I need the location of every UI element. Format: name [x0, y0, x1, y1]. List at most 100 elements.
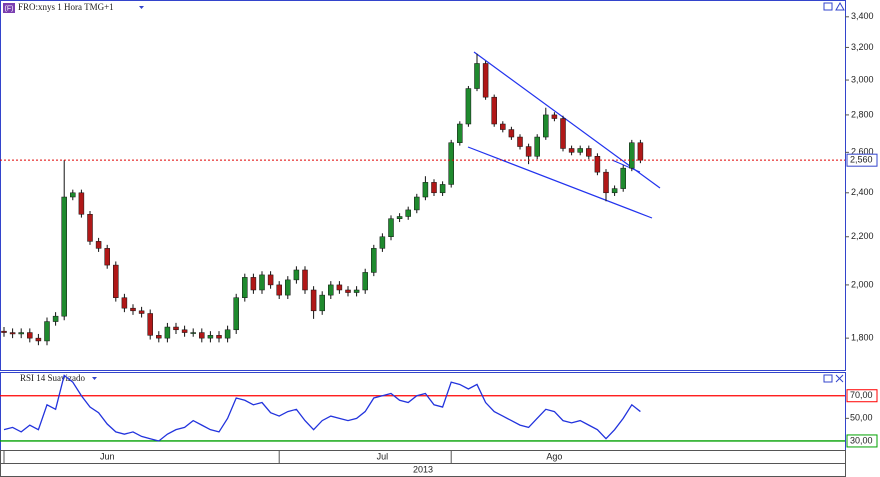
candle-body [276, 284, 282, 296]
level-box [846, 389, 878, 403]
candle-body [113, 264, 119, 298]
candle-body [345, 289, 351, 293]
badge-box [3, 3, 15, 13]
candle-body [61, 196, 67, 317]
candle-body [138, 310, 145, 314]
candle-body [242, 277, 248, 298]
candle-body [422, 182, 429, 198]
y-tick-label: 50,00 [850, 413, 873, 423]
level-box [846, 434, 878, 448]
trend-line [467, 146, 653, 219]
candle-body [594, 155, 601, 173]
candle-body [371, 248, 377, 273]
candle-body [568, 148, 575, 153]
candle-body [551, 114, 558, 119]
maximize-button[interactable] [823, 374, 833, 383]
rsi-title: RSI 14 Suavizado [20, 373, 85, 383]
candle-body [285, 279, 291, 296]
y-tick-label: 3,200 [851, 42, 874, 52]
y-tick-label: 2,200 [851, 231, 874, 241]
close-button[interactable] [835, 374, 844, 383]
candle-body [448, 142, 454, 185]
candle-body [95, 241, 102, 249]
candle-body [457, 123, 463, 143]
candle-body [44, 321, 50, 342]
y-tick-label: 2,000 [851, 279, 874, 289]
candle-body [1, 330, 7, 333]
candle-body [319, 294, 325, 312]
candle-body [9, 332, 16, 335]
candle-body [560, 118, 566, 149]
candle-body [405, 209, 411, 217]
candle-body [431, 182, 437, 194]
collapse-button[interactable] [835, 1, 845, 11]
candle-body [611, 188, 618, 194]
candle-body [78, 192, 85, 215]
candle-body [508, 129, 515, 138]
badge: (F) [5, 5, 14, 12]
candle-body [199, 332, 205, 339]
x-tick-label: Ago [546, 451, 562, 461]
candle-body [216, 335, 222, 339]
candle-body [250, 277, 257, 291]
y-tick-label: 3,400 [851, 11, 874, 21]
candle-body [173, 326, 179, 331]
last-price-box [846, 153, 878, 167]
candle-body [147, 313, 153, 336]
candle-body [491, 96, 497, 125]
candle-body [18, 332, 24, 335]
candle-body [603, 171, 609, 194]
candle-body [525, 146, 532, 157]
candle-body [336, 284, 343, 291]
candle-body [121, 297, 128, 309]
dropdown[interactable] [92, 377, 97, 380]
candle-body [637, 142, 644, 161]
candle-body [302, 269, 308, 291]
x-tick-label: Jul [377, 451, 389, 461]
candle-body [207, 335, 214, 339]
y-tick-label: 1,800 [851, 333, 874, 343]
candle-body [164, 326, 171, 339]
candle-body [534, 136, 540, 157]
candle-body [362, 272, 368, 291]
dropdown[interactable] [139, 6, 144, 9]
candle-body [439, 184, 446, 194]
candle-body [267, 274, 274, 286]
candle-body [130, 307, 136, 312]
candle-body [87, 214, 93, 242]
candle-body [181, 329, 188, 333]
candle-body [310, 289, 317, 312]
candle-body [35, 337, 42, 342]
y-tick-label: 70,00 [850, 390, 873, 400]
candle-body [517, 136, 523, 147]
candle-body [353, 289, 360, 293]
y-tick-label: 30,00 [850, 435, 873, 445]
candle-body [379, 236, 386, 249]
candle-body [293, 269, 300, 281]
candle-body [104, 248, 110, 266]
candle-body [388, 218, 394, 238]
candle-body [474, 63, 480, 89]
x-axis-label: 2013 [413, 464, 433, 474]
candle-body [233, 297, 239, 331]
candle-body [396, 216, 403, 219]
candle-body [465, 88, 472, 125]
candle-body [500, 123, 506, 130]
trend-line [611, 159, 641, 173]
candle-body [259, 274, 265, 291]
maximize-button[interactable] [823, 2, 833, 11]
x-tick-label: Jun [100, 451, 115, 461]
candle-body [414, 196, 420, 211]
last-price-label: 2,560 [850, 155, 873, 165]
candle-body [27, 332, 33, 339]
candle-body [577, 148, 583, 153]
rsi-line [3, 374, 641, 442]
candle-body [629, 142, 635, 169]
candle-body [328, 284, 334, 296]
y-tick-label: 3,000 [851, 74, 874, 84]
candle-body [224, 329, 231, 339]
price-panel [0, 0, 846, 371]
candle-body [190, 332, 196, 334]
